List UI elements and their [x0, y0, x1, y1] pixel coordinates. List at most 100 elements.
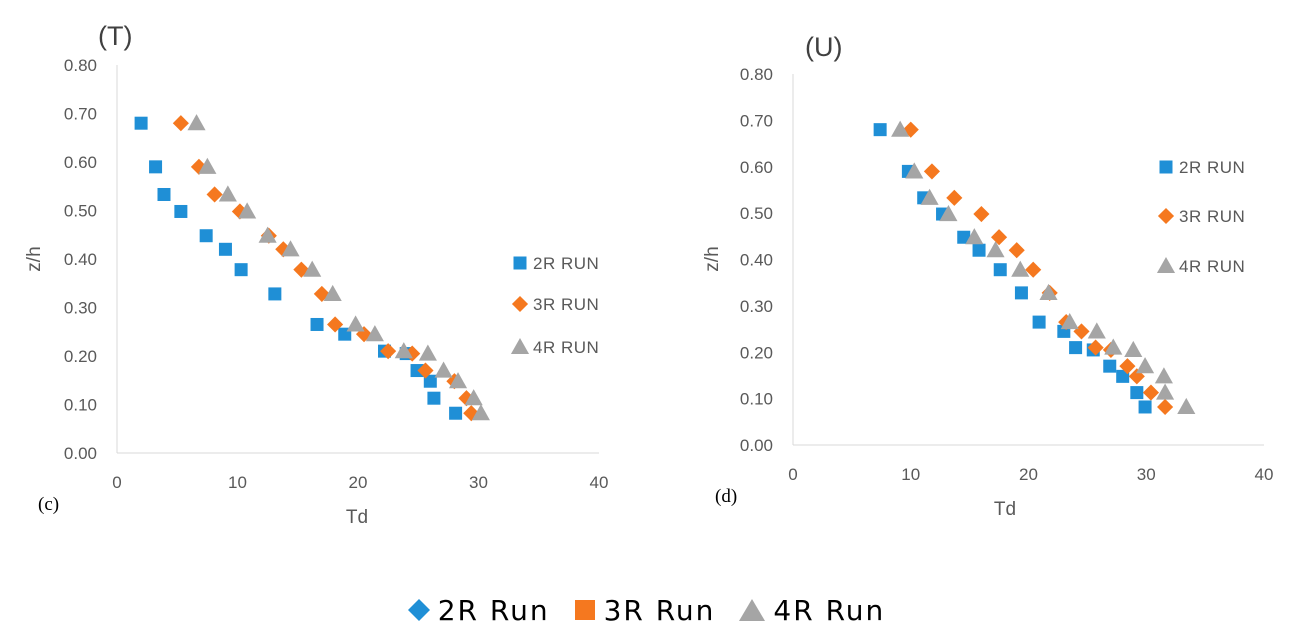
- data-point: [973, 205, 990, 223]
- data-point: [1124, 340, 1143, 357]
- data-point: [1069, 341, 1083, 355]
- y-tick-label: 0.70: [64, 105, 97, 124]
- data-point: [1142, 384, 1160, 401]
- data-point: [920, 188, 939, 205]
- data-point: [972, 243, 986, 257]
- y-tick-label: 0.70: [740, 111, 773, 130]
- y-tick-label: 0.40: [64, 250, 97, 269]
- data-point: [939, 204, 958, 222]
- data-point: [1103, 359, 1117, 373]
- y-tick-label: 0.10: [64, 396, 97, 415]
- data-point: [946, 189, 963, 206]
- legend-label: 2R RUN: [533, 254, 599, 273]
- legend-label: 4R RUN: [533, 338, 599, 357]
- data-point: [149, 160, 163, 174]
- data-point: [1138, 400, 1152, 414]
- data-point: [281, 240, 300, 257]
- data-point: [449, 406, 463, 420]
- data-point: [1130, 386, 1144, 400]
- y-tick-label: 0.20: [740, 343, 773, 362]
- data-point: [327, 316, 344, 333]
- data-point: [187, 114, 206, 131]
- bottom-legend: 2R Run 3R Run 4R Run: [0, 585, 1291, 635]
- diamond-marker-shape: [407, 599, 430, 621]
- data-point: [1156, 383, 1175, 400]
- y-tick-label: 0.50: [740, 204, 773, 223]
- data-point: [1154, 367, 1173, 384]
- data-point: [234, 263, 248, 277]
- data-point: [923, 163, 941, 180]
- data-point: [902, 121, 919, 138]
- data-point: [218, 242, 232, 256]
- bottom-legend-item: 3R Run: [572, 594, 716, 627]
- data-point: [1136, 357, 1155, 374]
- data-point: [418, 344, 437, 361]
- panel-label: (d): [715, 486, 737, 507]
- y-tick-label: 0.30: [64, 299, 97, 318]
- x-tick-label: 40: [1255, 465, 1274, 484]
- square-marker-icon: [574, 600, 595, 620]
- data-point: [986, 241, 1005, 258]
- data-point: [991, 229, 1008, 246]
- legend-marker: [1156, 256, 1176, 274]
- legend-label: 3R RUN: [533, 295, 599, 314]
- y-axis-title: z/h: [24, 246, 45, 271]
- y-tick-label: 0.80: [740, 65, 773, 84]
- square-marker-shape: [574, 600, 595, 620]
- x-tick-label: 20: [1019, 465, 1038, 484]
- data-point: [873, 123, 887, 137]
- data-point: [423, 374, 437, 388]
- data-point: [1177, 397, 1196, 415]
- data-point: [303, 260, 322, 277]
- data-point: [218, 185, 237, 202]
- panel-label: (c): [38, 494, 59, 515]
- bottom-legend-label: 2R Run: [437, 593, 550, 627]
- x-tick-label: 10: [228, 473, 247, 492]
- data-point: [993, 263, 1007, 277]
- data-point: [1011, 260, 1030, 277]
- data-point: [157, 187, 171, 201]
- data-point: [965, 228, 984, 245]
- y-tick-label: 0.80: [64, 56, 97, 75]
- legend-marker: [511, 295, 529, 313]
- legend-marker: [1159, 160, 1173, 174]
- data-point: [1087, 339, 1104, 356]
- y-tick-label: 0.00: [64, 444, 97, 463]
- x-tick-label: 30: [469, 473, 488, 492]
- bottom-legend-item: 2R Run: [406, 594, 550, 627]
- data-point: [1157, 398, 1174, 416]
- data-point: [174, 204, 188, 218]
- y-tick-label: 0.60: [64, 153, 97, 172]
- bottom-legend-label: 3R Run: [603, 593, 716, 627]
- data-point: [199, 229, 213, 243]
- x-tick-label: 0: [788, 465, 797, 484]
- data-point: [346, 315, 365, 332]
- y-tick-label: 0.30: [740, 297, 773, 316]
- data-point: [206, 186, 223, 203]
- y-tick-label: 0.60: [740, 158, 773, 177]
- panel-title: (U): [805, 32, 842, 62]
- bottom-legend-label: 4R Run: [773, 593, 886, 627]
- data-point: [427, 391, 441, 405]
- x-tick-label: 10: [901, 465, 920, 484]
- data-point: [1087, 322, 1106, 339]
- data-point: [1032, 315, 1046, 329]
- legend-marker: [510, 337, 530, 355]
- data-point: [410, 364, 424, 378]
- data-point: [471, 404, 490, 421]
- legend-label: 2R RUN: [1179, 158, 1245, 177]
- y-tick-label: 0.00: [740, 436, 773, 455]
- data-point: [1039, 283, 1058, 300]
- data-point: [1025, 261, 1042, 278]
- x-axis-title: Td: [346, 507, 368, 528]
- data-point: [464, 389, 483, 406]
- legend-marker: [1157, 207, 1175, 225]
- legend-label: 3R RUN: [1179, 207, 1245, 226]
- data-point: [198, 157, 217, 174]
- data-point: [258, 226, 277, 243]
- triangle-marker-icon: [739, 599, 766, 621]
- legend-marker: [513, 256, 527, 270]
- bottom-legend-item: 4R Run: [737, 594, 885, 627]
- y-tick-label: 0.10: [740, 390, 773, 409]
